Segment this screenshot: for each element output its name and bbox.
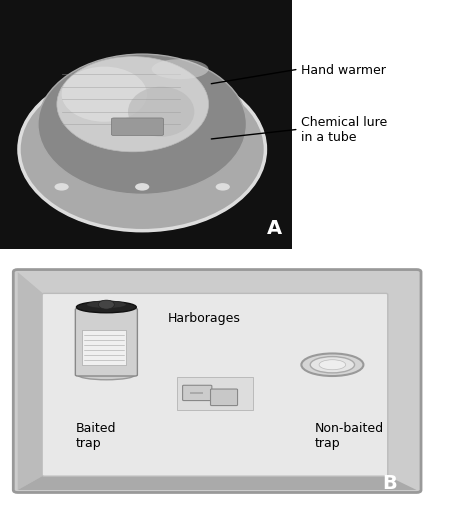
Circle shape <box>99 300 114 310</box>
Bar <box>0 0 292 250</box>
Text: Harborages: Harborages <box>167 311 240 324</box>
Ellipse shape <box>319 360 346 370</box>
Text: Non-baited
trap: Non-baited trap <box>315 421 384 449</box>
FancyBboxPatch shape <box>13 270 421 492</box>
FancyBboxPatch shape <box>75 309 137 376</box>
Ellipse shape <box>38 55 246 195</box>
Ellipse shape <box>310 357 355 373</box>
Bar <box>190 392 203 394</box>
Ellipse shape <box>86 301 126 309</box>
Ellipse shape <box>128 87 194 137</box>
Ellipse shape <box>19 69 265 231</box>
Text: Baited
trap: Baited trap <box>75 421 116 449</box>
Ellipse shape <box>301 354 364 376</box>
Ellipse shape <box>62 68 147 123</box>
FancyBboxPatch shape <box>210 389 237 406</box>
Text: Hand warmer: Hand warmer <box>301 64 386 76</box>
FancyBboxPatch shape <box>42 294 388 476</box>
Bar <box>82 330 126 365</box>
FancyBboxPatch shape <box>182 385 212 401</box>
Circle shape <box>135 184 149 191</box>
Circle shape <box>216 184 230 191</box>
Ellipse shape <box>152 60 209 80</box>
Bar <box>177 378 253 410</box>
FancyBboxPatch shape <box>111 119 164 136</box>
Text: B: B <box>383 474 397 492</box>
Ellipse shape <box>78 370 135 380</box>
Polygon shape <box>18 475 417 490</box>
Text: A: A <box>267 219 283 237</box>
Ellipse shape <box>76 302 137 313</box>
Text: Chemical lure
in a tube: Chemical lure in a tube <box>301 116 387 144</box>
Ellipse shape <box>57 58 209 153</box>
Polygon shape <box>18 273 45 490</box>
Circle shape <box>55 184 69 191</box>
